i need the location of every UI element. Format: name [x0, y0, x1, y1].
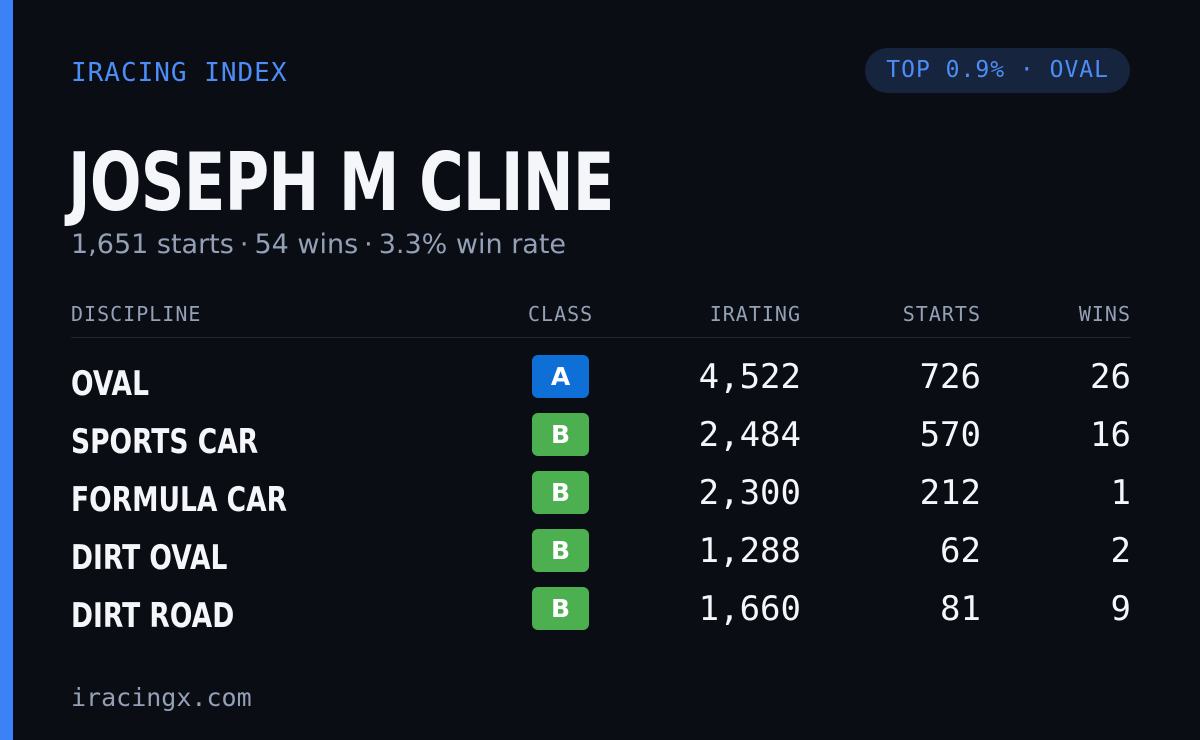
class-badge: A: [532, 355, 589, 398]
header-discipline: DISCIPLINE: [71, 302, 202, 326]
driver-summary: 1,651 starts · 54 wins · 3.3% win rate: [71, 228, 566, 262]
starts-value: 726: [919, 357, 981, 397]
starts-value: 81: [940, 589, 981, 629]
driver-name: JOSEPH M CLINE: [68, 136, 614, 229]
irating-value: 1,288: [698, 531, 801, 571]
irating-value: 2,484: [698, 415, 801, 455]
summary-separator: ·: [239, 229, 249, 260]
brand-label: IRACING INDEX: [71, 58, 288, 88]
class-badge: B: [532, 471, 589, 514]
header-class: CLASS: [528, 302, 594, 326]
table-header: DISCIPLINE CLASS IRATING STARTS WINS: [71, 298, 1131, 338]
discipline-name: DIRT OVAL: [71, 538, 228, 578]
class-badge: B: [532, 413, 589, 456]
summary-separator: ·: [364, 229, 373, 260]
irating-value: 2,300: [698, 473, 801, 513]
starts-value: 570: [919, 415, 981, 455]
irating-value: 1,660: [698, 589, 801, 629]
discipline-name: OVAL: [71, 364, 149, 404]
discipline-name: SPORTS CAR: [71, 422, 259, 462]
table-row: SPORTS CAR B 2,484 570 16: [71, 410, 1131, 468]
table-row: DIRT OVAL B 1,288 62 2: [71, 526, 1131, 584]
discipline-table: DISCIPLINE CLASS IRATING STARTS WINS OVA…: [71, 298, 1131, 642]
wins-value: 16: [1090, 415, 1131, 455]
header-starts: STARTS: [902, 302, 981, 326]
table-row: OVAL A 4,522 726 26: [71, 352, 1131, 410]
header-irating: IRATING: [709, 302, 801, 326]
class-badge: B: [532, 529, 589, 572]
rank-badge: TOP 0.9% · OVAL: [865, 48, 1130, 93]
header-wins: WINS: [1078, 302, 1131, 326]
table-row: FORMULA CAR B 2,300 212 1: [71, 468, 1131, 526]
wins-value: 9: [1110, 589, 1131, 629]
footer-domain: iracingx.com: [71, 683, 252, 712]
discipline-name: FORMULA CAR: [71, 480, 288, 520]
starts-value: 62: [940, 531, 981, 571]
wins-value: 26: [1090, 357, 1131, 397]
irating-value: 4,522: [698, 357, 801, 397]
table-row: DIRT ROAD B 1,660 81 9: [71, 584, 1131, 642]
starts-value: 212: [919, 473, 981, 513]
accent-bar: [0, 0, 13, 740]
starts-total: 1,651 starts: [71, 229, 234, 260]
discipline-name: DIRT ROAD: [71, 596, 235, 636]
win-rate: 3.3% win rate: [378, 229, 567, 260]
wins-value: 2: [1110, 531, 1131, 571]
wins-value: 1: [1110, 473, 1131, 513]
wins-total: 54 wins: [254, 229, 359, 260]
class-badge: B: [532, 587, 589, 630]
table-body: OVAL A 4,522 726 26 SPORTS CAR B 2,484 570 16 FORM…: [71, 352, 1131, 642]
